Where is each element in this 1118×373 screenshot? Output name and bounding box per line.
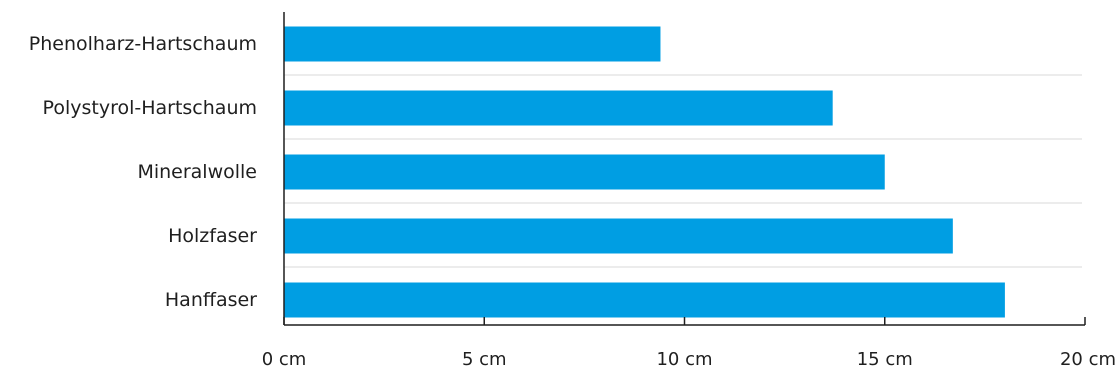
grid-layer: [284, 74, 1082, 268]
bar-phenolharz-hartschaum: [284, 26, 661, 62]
bar-polystyrol-hartschaum: [284, 90, 833, 126]
category-label: Mineralwolle: [137, 161, 257, 183]
bar-hanffaser: [284, 282, 1005, 318]
x-tick-label: 15 cm: [857, 349, 913, 370]
bar-holzfaser: [284, 218, 953, 254]
bar-layer: [284, 26, 1005, 318]
x-tick-label: 5 cm: [462, 349, 507, 370]
bar-mineralwolle: [284, 154, 885, 190]
category-label: Hanffaser: [165, 289, 257, 311]
category-label: Phenolharz-Hartschaum: [29, 33, 257, 55]
axis-layer: [283, 12, 1086, 326]
category-label: Holzfaser: [168, 225, 257, 247]
x-tick-label: 10 cm: [656, 349, 712, 370]
category-label: Polystyrol-Hartschaum: [43, 97, 257, 119]
x-tick-label: 20 cm: [1060, 349, 1116, 370]
x-tick-label: 0 cm: [262, 349, 307, 370]
label-layer: Phenolharz-Hartschaum Polystyrol-Hartscha…: [29, 33, 1116, 370]
